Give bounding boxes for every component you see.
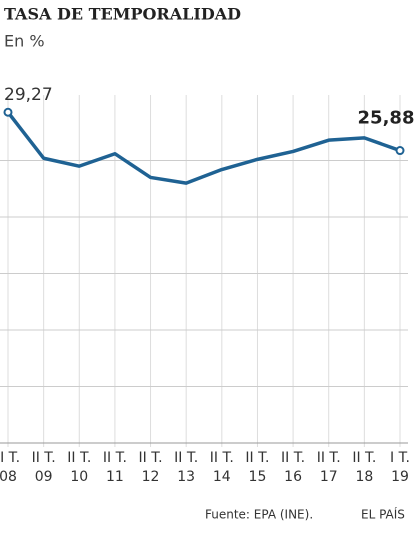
- x-tick-label: 12: [142, 469, 160, 485]
- x-tick-label: II T.: [0, 450, 20, 466]
- chart-subtitle: En %: [4, 32, 45, 51]
- x-tick-label: 09: [35, 469, 53, 485]
- point-marker: [3, 107, 13, 117]
- x-tick-label: 15: [249, 469, 267, 485]
- x-tick-label: II T.: [352, 450, 376, 466]
- x-tick-label: II T.: [103, 450, 127, 466]
- source: Fuente: EPA (INE).: [205, 508, 313, 522]
- point-marker: [395, 146, 405, 156]
- x-tick-label: I T.: [390, 450, 410, 466]
- x-tick-label: II T.: [317, 450, 341, 466]
- x-tick-label: II T.: [281, 450, 305, 466]
- x-tick-label: 13: [177, 469, 195, 485]
- x-tick-label: II T.: [32, 450, 56, 466]
- x-tick-label: 19: [391, 469, 409, 485]
- x-tick-label: II T.: [67, 450, 91, 466]
- x-tick-label: 16: [284, 469, 302, 485]
- x-tick-label: 10: [70, 469, 88, 485]
- x-tick-label: 11: [106, 469, 124, 485]
- x-tick-label: II T.: [139, 450, 163, 466]
- x-tick-label: II T.: [245, 450, 269, 466]
- x-tick-label: 08: [0, 469, 17, 485]
- data-line: [6, 111, 401, 185]
- chart-title: TASA DE TEMPORALIDAD: [4, 5, 241, 24]
- x-tick-label: II T.: [210, 450, 234, 466]
- x-tick-label: 17: [320, 469, 338, 485]
- value-label: 29,27: [4, 85, 53, 105]
- x-tick-label: 18: [355, 469, 373, 485]
- publisher: EL PAÍS: [361, 507, 405, 522]
- value-label: 25,88: [358, 108, 414, 129]
- x-tick-label: 14: [213, 469, 231, 485]
- x-tick-label: II T.: [174, 450, 198, 466]
